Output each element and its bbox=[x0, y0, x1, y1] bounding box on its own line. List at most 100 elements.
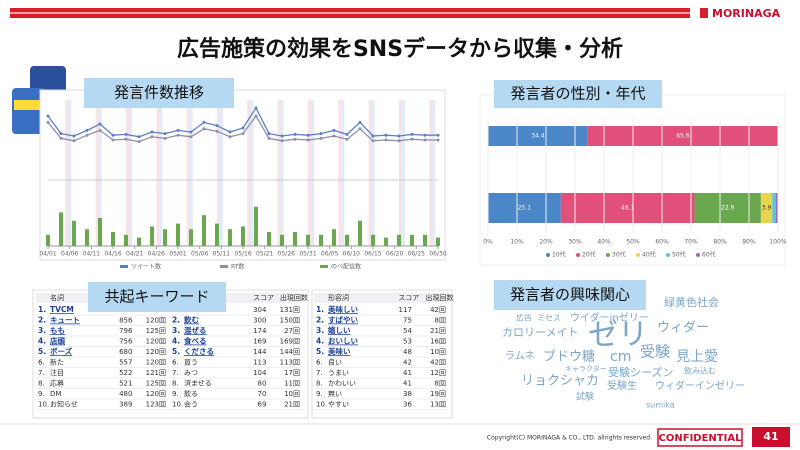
bar bbox=[228, 229, 232, 246]
point bbox=[358, 127, 362, 131]
score: 117 bbox=[399, 306, 412, 314]
word: ウイダーinゼリー bbox=[570, 311, 649, 324]
rank: 10. bbox=[172, 401, 183, 409]
word: 注目 bbox=[50, 368, 64, 377]
word: 飲み込む bbox=[684, 366, 716, 376]
count: 19回 bbox=[430, 390, 446, 398]
weekend-stripe bbox=[311, 100, 314, 246]
count: 169回 bbox=[280, 338, 300, 346]
weekend-stripe bbox=[126, 100, 129, 246]
rank: 8. bbox=[172, 380, 179, 388]
point bbox=[98, 128, 102, 132]
word: 広告 bbox=[516, 313, 532, 323]
point bbox=[345, 137, 349, 141]
weekend-stripe bbox=[371, 100, 375, 246]
count: 144回 bbox=[280, 348, 300, 356]
weekend-stripe bbox=[432, 100, 436, 246]
point bbox=[332, 134, 336, 138]
table-header: 出現回数 bbox=[280, 293, 308, 302]
word: 会う bbox=[184, 400, 198, 409]
bar-label: 22.9 bbox=[721, 205, 735, 212]
word: もも bbox=[50, 326, 65, 335]
point bbox=[267, 132, 271, 136]
word: やすい bbox=[328, 401, 349, 409]
point bbox=[176, 133, 180, 137]
score: 856 bbox=[119, 317, 133, 325]
point bbox=[202, 120, 206, 124]
point bbox=[371, 134, 375, 138]
bar-segment bbox=[488, 193, 561, 223]
word: 嬉しい bbox=[327, 325, 351, 335]
point bbox=[189, 135, 193, 139]
bar-segment bbox=[772, 193, 776, 223]
bar bbox=[319, 234, 323, 246]
weekend-stripe bbox=[429, 100, 433, 246]
x-tick-label: 06/30 bbox=[429, 251, 446, 258]
bar bbox=[137, 237, 141, 246]
point bbox=[436, 133, 440, 137]
weekend-stripe bbox=[186, 100, 190, 246]
point bbox=[306, 138, 310, 142]
bar bbox=[358, 220, 362, 246]
score: 104 bbox=[253, 369, 267, 377]
weekend-stripe bbox=[247, 100, 251, 246]
bar bbox=[46, 234, 50, 246]
point bbox=[280, 139, 284, 143]
bar bbox=[176, 223, 180, 246]
score: 174 bbox=[253, 327, 267, 335]
rank: 6. bbox=[172, 359, 179, 367]
point bbox=[410, 137, 414, 141]
bar bbox=[306, 234, 310, 246]
point bbox=[163, 136, 167, 140]
table-header: スコア bbox=[253, 294, 274, 302]
weekend-stripe bbox=[98, 100, 102, 246]
rank: 7. bbox=[316, 369, 323, 377]
point bbox=[358, 120, 362, 124]
score: 756 bbox=[119, 338, 133, 346]
weekend-stripe bbox=[399, 100, 402, 246]
weekend-stripe bbox=[189, 100, 193, 246]
word: うまい bbox=[328, 369, 349, 377]
rank: 3. bbox=[172, 326, 180, 335]
legend-swatch bbox=[606, 253, 610, 257]
word: ウィダーインゼリー bbox=[655, 379, 745, 392]
bar bbox=[371, 234, 375, 246]
word: ミセス bbox=[537, 314, 561, 323]
point bbox=[319, 132, 323, 136]
word: 見上愛 bbox=[676, 349, 718, 365]
word: カロリーメイト bbox=[502, 326, 579, 339]
weekend-stripe bbox=[68, 100, 72, 246]
x-tick-label: 05/21 bbox=[256, 251, 273, 258]
word: 応募 bbox=[50, 379, 64, 388]
point bbox=[371, 139, 375, 143]
weekend-stripe bbox=[95, 100, 99, 246]
table-header-bg bbox=[314, 293, 448, 303]
bar-label: 65.6 bbox=[676, 133, 690, 140]
score: 75 bbox=[403, 317, 412, 325]
word: 店頭 bbox=[50, 336, 65, 346]
x-tick-label: 40% bbox=[597, 239, 611, 246]
count: 121回 bbox=[146, 369, 166, 377]
point bbox=[72, 139, 76, 143]
point bbox=[306, 133, 310, 137]
count: 123回 bbox=[146, 401, 166, 409]
word: 飲む bbox=[183, 315, 199, 325]
score: 169 bbox=[253, 338, 266, 346]
point bbox=[254, 114, 258, 118]
count: 150回 bbox=[280, 317, 300, 325]
point bbox=[150, 135, 154, 139]
word: 買う bbox=[184, 359, 198, 367]
bar-label: 34.4 bbox=[531, 133, 545, 140]
point bbox=[85, 133, 89, 137]
rank: 2. bbox=[38, 316, 46, 325]
bar-label: 3.9 bbox=[762, 205, 772, 212]
confidential-box bbox=[657, 428, 743, 447]
point bbox=[46, 114, 50, 118]
bar bbox=[202, 215, 206, 246]
count: 11回 bbox=[284, 380, 300, 388]
point bbox=[124, 132, 128, 136]
rank: 3. bbox=[38, 326, 46, 335]
table-header: 名詞 bbox=[50, 293, 64, 302]
word: DM bbox=[50, 390, 61, 398]
